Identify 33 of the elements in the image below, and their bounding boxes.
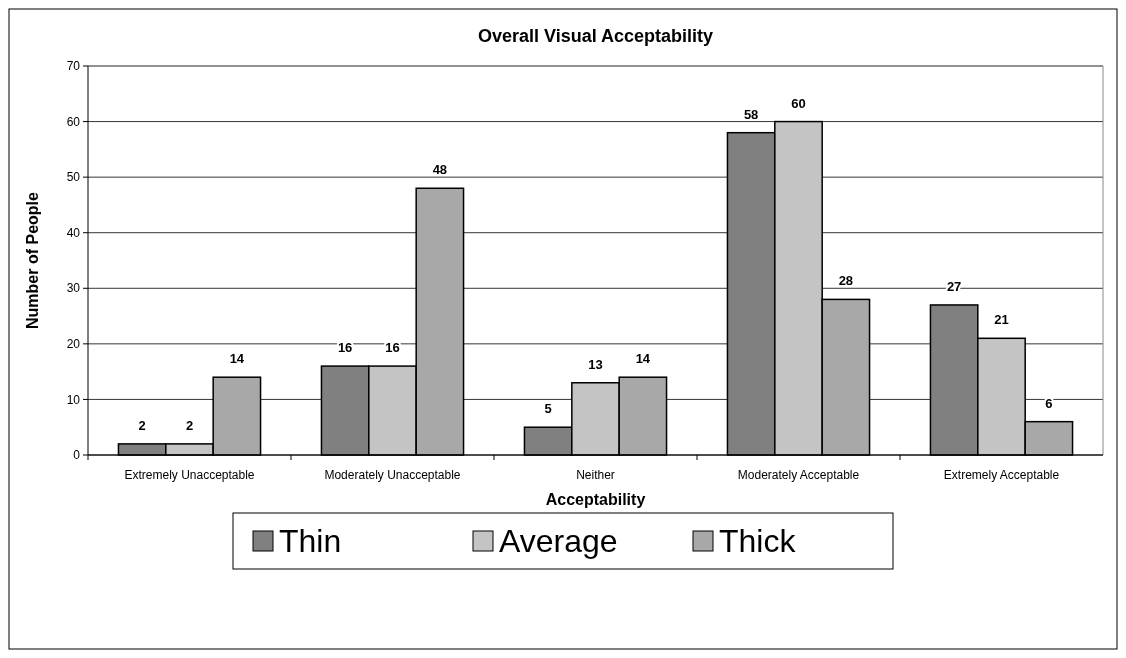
data-label: 14 [635,351,651,367]
data-label: 2 [185,417,194,433]
y-tick-label: 20 [66,337,81,352]
data-label: 48 [432,162,448,178]
y-tick-label: 60 [66,114,81,129]
data-label: 16 [337,340,353,356]
legend-label: Thick [719,523,797,560]
data-label: 5 [544,401,552,417]
data-label: 16 [385,340,400,356]
data-label: 2 [138,417,146,433]
data-label: 21 [994,312,1009,328]
data-label: 60 [791,95,806,111]
chart-title: Overall Visual Acceptability [477,26,714,46]
x-tick-label: Extremely Unacceptable [124,468,255,482]
y-tick-label: 40 [66,225,81,240]
legend-label: Average [499,523,618,560]
x-axis-title: Acceptability [545,491,646,508]
data-label: 28 [838,273,854,289]
x-tick-label: Moderately Unacceptable [324,468,461,482]
y-tick-label: 0 [73,448,81,463]
y-tick-label: 50 [66,170,81,185]
data-label: 6 [1045,395,1053,411]
x-tick-label: Extremely Acceptable [943,468,1060,482]
y-tick-label: 30 [66,281,81,296]
y-tick-label: 10 [66,392,81,407]
data-label: 13 [588,356,603,372]
x-tick-label: Moderately Acceptable [737,468,860,482]
data-label: 58 [743,106,759,122]
y-axis-title: Number of People [24,191,41,329]
data-label: 14 [229,351,245,367]
legend-label: Thin [279,523,342,560]
y-tick-label: 70 [66,59,81,74]
x-tick-label: Neither [576,468,615,482]
